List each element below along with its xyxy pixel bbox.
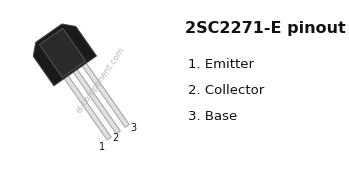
Polygon shape	[39, 28, 86, 77]
Text: el-component.com: el-component.com	[74, 45, 126, 115]
Text: 2: 2	[112, 133, 118, 143]
Text: 2. Collector: 2. Collector	[188, 84, 264, 98]
Polygon shape	[65, 73, 111, 138]
Polygon shape	[83, 61, 129, 126]
Text: 2SC2271-E pinout: 2SC2271-E pinout	[185, 20, 346, 36]
Text: 3. Base: 3. Base	[188, 111, 237, 124]
Text: 3: 3	[130, 123, 136, 133]
Polygon shape	[33, 24, 96, 86]
Text: 1: 1	[99, 142, 105, 152]
Text: 1. Emitter: 1. Emitter	[188, 58, 254, 71]
Polygon shape	[62, 73, 111, 140]
Polygon shape	[74, 67, 120, 132]
Polygon shape	[72, 67, 120, 134]
Polygon shape	[80, 61, 129, 127]
